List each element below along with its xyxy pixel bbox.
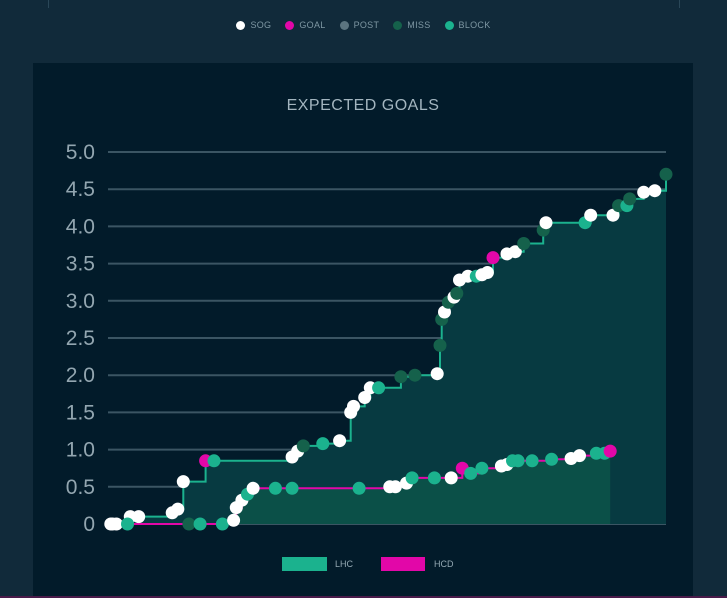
hcd-miss-point bbox=[182, 517, 196, 531]
y-tick-label: 3.0 bbox=[66, 290, 95, 313]
hcd-block-point bbox=[511, 454, 525, 468]
sog-dot-icon bbox=[236, 20, 246, 30]
hcd-block-point bbox=[427, 471, 441, 485]
hcd-sog-point bbox=[106, 517, 119, 531]
hcd-block-point bbox=[475, 461, 489, 475]
legend-goal-label: GOAL bbox=[299, 20, 326, 30]
lhc-sog-point bbox=[648, 184, 662, 198]
y-tick-label: 4.5 bbox=[66, 178, 95, 201]
hcd-block-point bbox=[215, 517, 229, 531]
y-tick-label: 2.0 bbox=[66, 364, 95, 387]
legend-post-label: POST bbox=[353, 20, 380, 30]
y-tick-label: 0 bbox=[83, 513, 95, 536]
lhc-sog-point bbox=[333, 434, 347, 448]
lhc-sog-point bbox=[508, 245, 522, 259]
bottom-rule bbox=[0, 596, 727, 598]
post-dot-icon bbox=[339, 20, 349, 30]
legend-sog-label: SOG bbox=[250, 20, 272, 30]
hcd-block-point bbox=[405, 471, 419, 485]
legend-post: POST bbox=[339, 20, 380, 30]
lhc-miss-point bbox=[394, 370, 408, 384]
goal-dot-icon bbox=[285, 20, 295, 30]
hcd-sog-point bbox=[444, 471, 458, 485]
lhc-legend-swatch bbox=[282, 557, 327, 571]
block-dot-icon bbox=[444, 20, 454, 30]
lhc-goal-point bbox=[486, 251, 500, 265]
lhc-sog-point bbox=[171, 502, 185, 516]
lhc-area bbox=[110, 174, 667, 525]
lhc-miss-point bbox=[659, 167, 673, 181]
lhc-sog-point bbox=[430, 367, 444, 381]
y-tick-label: 3.5 bbox=[66, 253, 95, 276]
hcd-legend-swatch bbox=[381, 557, 425, 571]
hcd-block-point bbox=[464, 466, 478, 480]
lhc-miss-point bbox=[623, 192, 637, 206]
hcd-legend-label: HCD bbox=[434, 559, 454, 569]
legend-sog: SOG bbox=[236, 20, 271, 30]
legend-miss: MISS bbox=[393, 20, 430, 30]
hcd-block-point bbox=[525, 454, 539, 468]
top-frame bbox=[48, 0, 680, 8]
y-tick-label: 1.5 bbox=[66, 401, 95, 424]
lhc-sog-point bbox=[480, 266, 494, 279]
lhc-miss-point bbox=[450, 286, 464, 300]
hcd-sog-point bbox=[246, 481, 260, 495]
lhc-sog-point bbox=[176, 475, 190, 489]
lhc-sog-point bbox=[347, 399, 360, 413]
lhc-sog-point bbox=[539, 216, 553, 230]
y-tick-label: 0.5 bbox=[66, 476, 95, 499]
chart-title: EXPECTED GOALS bbox=[287, 97, 440, 114]
legend-miss-label: MISS bbox=[407, 20, 431, 30]
hcd-sog-point bbox=[388, 480, 402, 494]
lhc-miss-point bbox=[433, 338, 447, 352]
lhc-sog-point bbox=[358, 391, 372, 404]
hcd-sog-point bbox=[573, 449, 586, 463]
lhc-miss-point bbox=[296, 439, 310, 453]
hcd-block-point bbox=[352, 481, 366, 495]
legend-block: BLOCK bbox=[444, 20, 491, 30]
y-tick-label: 2.5 bbox=[66, 327, 95, 350]
shot-type-legend: SOG GOAL POST MISS BLOCK bbox=[0, 20, 727, 30]
lhc-sog-point bbox=[606, 208, 620, 222]
legend-goal: GOAL bbox=[285, 20, 325, 30]
hcd-block-point bbox=[193, 517, 207, 531]
lhc-sog-point bbox=[132, 510, 146, 524]
hcd-goal-point bbox=[603, 444, 617, 458]
lhc-block-point bbox=[207, 454, 221, 468]
lhc-sog-point bbox=[637, 185, 651, 199]
y-tick-label: 4.0 bbox=[66, 215, 95, 238]
hcd-block-point bbox=[121, 517, 134, 531]
hcd-block-point bbox=[285, 481, 299, 495]
lhc-block-point bbox=[316, 437, 330, 451]
y-tick-label: 5.0 bbox=[66, 141, 95, 164]
legend-block-label: BLOCK bbox=[458, 20, 491, 30]
hcd-block-point bbox=[268, 481, 282, 495]
lhc-sog-point bbox=[584, 208, 598, 222]
hcd-block-point bbox=[545, 452, 559, 466]
shot-points bbox=[104, 167, 673, 531]
miss-dot-icon bbox=[393, 20, 403, 30]
lhc-miss-point bbox=[408, 368, 422, 382]
hcd-sog-point bbox=[227, 513, 241, 527]
y-tick-label: 1.0 bbox=[66, 439, 95, 462]
team-legend: LHC HCD bbox=[282, 557, 454, 571]
lhc-miss-point bbox=[517, 237, 531, 250]
lhc-block-point bbox=[372, 381, 386, 395]
lhc-legend-label: LHC bbox=[335, 559, 354, 569]
